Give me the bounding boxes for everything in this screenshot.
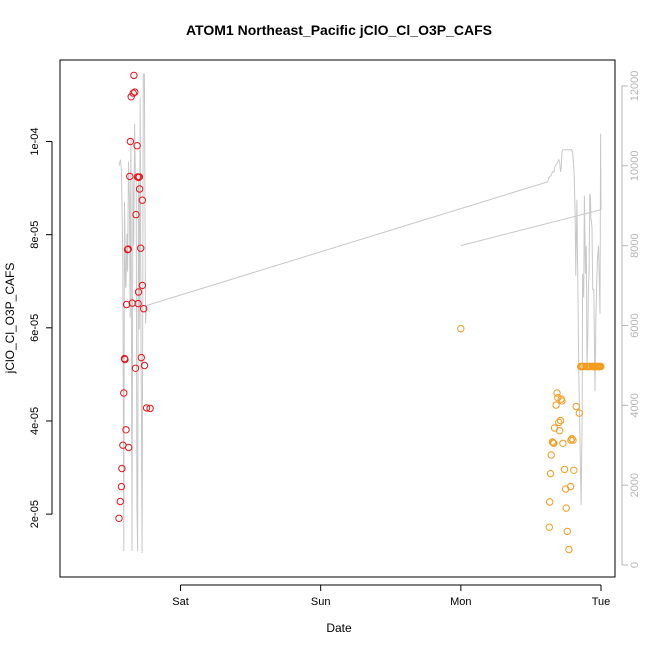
y2-tick-label: 10000	[629, 150, 641, 181]
y2-tick-label: 8000	[629, 233, 641, 257]
red-data-point	[122, 426, 130, 434]
x-axis: Sat Sun Mon Tue	[172, 584, 611, 608]
orange-data-point	[546, 498, 554, 506]
red-data-point	[134, 288, 143, 296]
red-data-point	[131, 88, 139, 96]
red-data-point	[117, 482, 126, 491]
x-tick-label: Sat	[172, 596, 189, 608]
red-data-point	[131, 364, 140, 372]
red-data-point	[122, 300, 131, 309]
orange-data-point	[550, 439, 558, 447]
red-data-point	[127, 93, 135, 101]
y-tick-label: 8e-05	[29, 221, 41, 249]
y-axis-right: 0 2000 4000 6000 8000 10000 12000	[621, 71, 641, 568]
red-data-point	[115, 514, 123, 522]
orange-data-point	[567, 436, 575, 444]
y2-tick-label: 6000	[629, 313, 641, 337]
orange-data-point	[560, 465, 569, 474]
red-data-point	[138, 281, 147, 290]
y-tick-label: 6e-05	[29, 314, 41, 342]
orange-data-point	[566, 482, 575, 491]
y-axis-left: 2e-05 4e-05 6e-05 8e-05 1e-04	[29, 127, 53, 528]
y-axis-label: jClO_Cl_O3P_CAFS	[3, 263, 17, 375]
y-tick-label: 4e-05	[29, 407, 41, 435]
orange-data-point	[552, 401, 560, 409]
red-data-point	[126, 137, 135, 146]
red-data-point	[132, 210, 140, 219]
orange-data-point	[570, 466, 578, 474]
red-data-point	[142, 404, 151, 412]
orange-data-point	[575, 409, 583, 417]
y-tick-label: 2e-05	[29, 500, 41, 528]
red-data-point	[137, 244, 145, 252]
red-data-point	[137, 353, 146, 362]
orange-data-point	[556, 416, 565, 425]
red-data-point	[129, 89, 137, 97]
orange-data-point	[457, 325, 465, 333]
altitude-line-layer	[118, 73, 602, 554]
orange-data-point	[548, 438, 557, 446]
orange-data-point	[559, 439, 567, 447]
red-data-point	[140, 361, 149, 370]
altitude-line	[118, 73, 602, 554]
x-tick-label: Mon	[450, 596, 471, 608]
y2-tick-label: 2000	[629, 473, 641, 497]
y-tick-label: 1e-04	[29, 127, 41, 155]
points-layer	[115, 71, 605, 554]
orange-data-point	[565, 545, 573, 554]
orange-data-point	[558, 397, 566, 405]
red-data-point	[121, 355, 129, 364]
orange-data-point	[562, 504, 570, 512]
orange-data-point	[547, 451, 555, 459]
red-data-point	[135, 173, 144, 181]
chart-title: ATOM1 Northeast_Pacific jClO_Cl_O3P_CAFS	[186, 22, 492, 38]
red-data-point	[130, 71, 138, 80]
plot-frame	[59, 59, 616, 578]
x-axis-label: Date	[326, 621, 352, 635]
orange-data-point	[545, 523, 553, 531]
red-data-point	[134, 299, 142, 308]
y2-tick-label: 0	[629, 562, 641, 568]
red-data-point	[138, 196, 147, 204]
orange-data-point	[546, 469, 555, 478]
orange-data-point	[555, 418, 563, 427]
red-data-point	[118, 464, 126, 473]
y2-tick-label: 4000	[629, 393, 641, 417]
red-data-point	[140, 305, 148, 313]
orange-data-point	[553, 389, 561, 397]
red-data-point	[135, 185, 144, 193]
red-data-point	[124, 245, 133, 253]
orange-data-point	[597, 362, 605, 371]
orange-data-point	[555, 427, 564, 435]
orange-data-point	[569, 436, 577, 444]
red-data-point	[133, 142, 141, 150]
red-data-point	[146, 404, 154, 413]
red-data-point	[120, 389, 128, 397]
orange-data-point	[568, 435, 576, 443]
x-tick-label: Tue	[592, 596, 611, 608]
orange-data-point	[563, 527, 571, 536]
red-data-point	[125, 443, 133, 452]
red-data-point	[116, 497, 125, 506]
red-data-point	[126, 172, 134, 181]
y2-tick-label: 12000	[629, 71, 641, 102]
orange-data-point	[572, 402, 580, 411]
x-tick-label: Sun	[311, 596, 331, 608]
